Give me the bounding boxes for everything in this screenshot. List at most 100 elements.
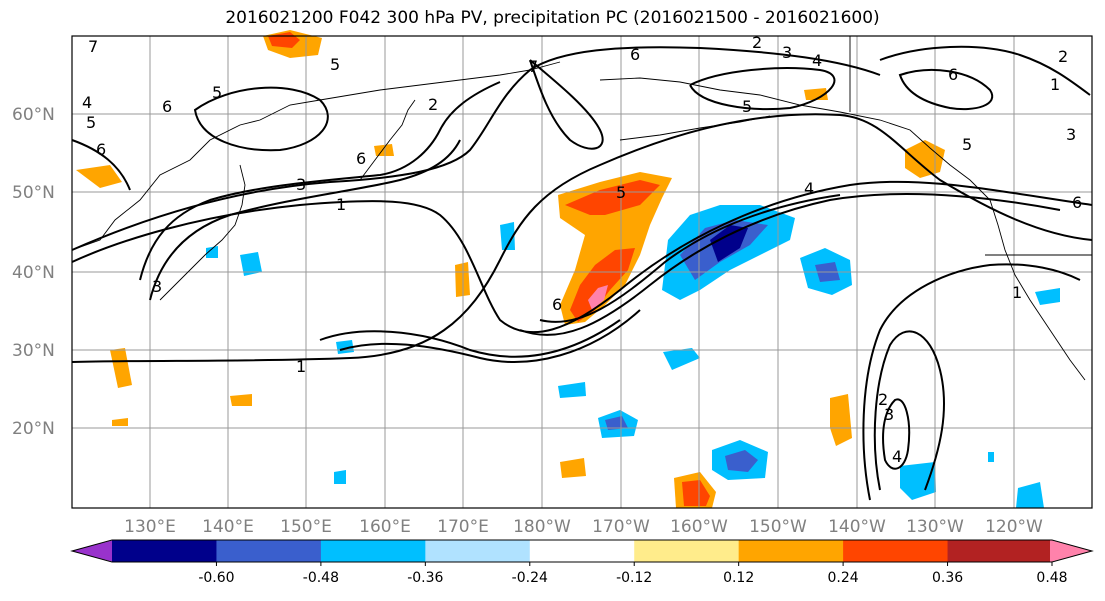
pv-contour xyxy=(71,113,1093,363)
contour-label: 5 xyxy=(212,83,222,102)
colorbar-tick-label: 0.36 xyxy=(932,570,963,586)
contour-label: 3 xyxy=(1066,125,1076,144)
contour-label: 3 xyxy=(296,175,306,194)
colorbar-tick-label: -0.12 xyxy=(616,570,652,586)
longitude-label: 160°E xyxy=(359,517,411,537)
contour-label: 6 xyxy=(356,149,366,168)
contour-label: 4 xyxy=(82,93,92,112)
colorbar-segment xyxy=(72,540,114,562)
contour-label: 5 xyxy=(330,55,340,74)
pv-contour xyxy=(71,180,1093,334)
shade-negative-band-core xyxy=(710,225,748,262)
contour-label: 4 xyxy=(812,51,822,70)
coastlines xyxy=(71,36,1092,381)
latitude-labels: 60°N 50°N 40°N 30°N 20°N xyxy=(12,105,55,439)
pv-contour xyxy=(689,67,836,111)
contour-labels: 1 1 1 1 2 2 2 2 3 3 3 3 3 4 4 4 4 5 5 5 … xyxy=(82,33,1082,466)
shade-patch-3 xyxy=(905,140,945,178)
longitude-label: 140°E xyxy=(202,517,254,537)
colorbar-segment xyxy=(216,540,322,562)
contour-label: 4 xyxy=(892,447,902,466)
pv-contour xyxy=(339,309,641,363)
colorbar-segment xyxy=(112,540,217,562)
colorbar-segment xyxy=(738,540,844,562)
shade-patch-5 xyxy=(500,222,515,250)
longitude-label: 130°E xyxy=(124,517,176,537)
shade-patch-14 xyxy=(663,348,700,370)
coast-alaska xyxy=(599,77,991,201)
contour-label: 3 xyxy=(884,405,894,424)
contour-label: 6 xyxy=(948,65,958,84)
latitude-label: 60°N xyxy=(12,105,55,125)
pv-contour xyxy=(139,81,501,281)
pv-contour xyxy=(862,263,1081,501)
shade-patch-20 xyxy=(1016,482,1044,508)
contour-label: 5 xyxy=(962,135,972,154)
longitude-labels: 130°E 140°E 150°E 160°E 170°E 180°W 170°… xyxy=(124,517,1043,537)
shade-positive-max xyxy=(588,285,608,310)
colorbar-tick-label: -0.36 xyxy=(407,570,443,586)
colorbar-segment xyxy=(529,540,635,562)
shade-patch-26 xyxy=(334,470,346,484)
shade-patch-18 xyxy=(560,458,586,478)
pv-contour xyxy=(873,330,945,491)
longitude-label: 150°E xyxy=(280,517,332,537)
coast-japan xyxy=(159,164,246,301)
precipitation-shading xyxy=(76,30,1060,508)
shade-patch-12 xyxy=(558,382,586,398)
pv-contour xyxy=(149,139,461,301)
shade-patch-15-core xyxy=(725,450,758,472)
shade-patch-24 xyxy=(206,246,218,258)
longitude-label: 130°W xyxy=(906,517,964,537)
contour-label: 6 xyxy=(96,140,106,159)
contour-label: 6 xyxy=(630,45,640,64)
contour-label: 3 xyxy=(782,43,792,62)
colorbar xyxy=(70,539,1094,563)
shade-patch-7 xyxy=(76,165,122,188)
contour-label: 5 xyxy=(742,97,752,116)
colorbar-tick-label: -0.24 xyxy=(512,570,548,586)
pv-contour xyxy=(319,319,621,358)
pv-contour xyxy=(71,139,131,191)
pv-contours xyxy=(71,45,1093,501)
contour-label: 7 xyxy=(88,37,98,56)
contour-label: 6 xyxy=(552,295,562,314)
colorbar-tick-label: 0.48 xyxy=(1036,570,1067,586)
longitude-label: 170°E xyxy=(437,517,489,537)
shade-patch-25 xyxy=(112,418,128,426)
contour-label: 5 xyxy=(86,113,96,132)
contour-label: 2 xyxy=(878,390,888,409)
pv-contour xyxy=(898,69,994,111)
pv-contour xyxy=(193,86,329,152)
shade-patch-17 xyxy=(830,394,852,446)
longitude-label: 150°W xyxy=(749,517,807,537)
shade-patch-22 xyxy=(374,144,394,156)
shade-positive-plume-core xyxy=(565,180,660,215)
contour-label: 2 xyxy=(1058,47,1068,66)
contour-label: 2 xyxy=(752,33,762,52)
shade-patch-19 xyxy=(900,462,936,500)
contour-label: 3 xyxy=(152,277,162,296)
shade-patch-21 xyxy=(1035,288,1060,305)
colorbar-segment xyxy=(320,540,426,562)
contour-label: 6 xyxy=(162,97,172,116)
colorbar-tick-labels: -0.60 -0.48 -0.36 -0.24 -0.12 0.12 0.24 0.36 0.4… xyxy=(198,562,1068,586)
colorbar-segment xyxy=(634,540,740,562)
map-frame xyxy=(71,35,1093,509)
contour-label: 1 xyxy=(1012,283,1022,302)
colorbar-segment xyxy=(425,540,531,562)
contour-label: 1 xyxy=(1050,75,1060,94)
longitude-label: 170°W xyxy=(592,517,650,537)
colorbar-segment xyxy=(1050,540,1092,562)
latitude-label: 50°N xyxy=(12,183,55,203)
longitude-label: 160°W xyxy=(670,517,728,537)
coast-asia xyxy=(71,61,561,251)
map-gridlines xyxy=(72,36,1092,508)
latitude-label: 20°N xyxy=(12,419,55,439)
latitude-label: 30°N xyxy=(12,341,55,361)
contour-label: 1 xyxy=(296,357,306,376)
shade-positive-plume-core-2 xyxy=(570,248,635,322)
shade-patch-27 xyxy=(988,452,994,462)
contour-label: 6 xyxy=(1072,193,1082,212)
